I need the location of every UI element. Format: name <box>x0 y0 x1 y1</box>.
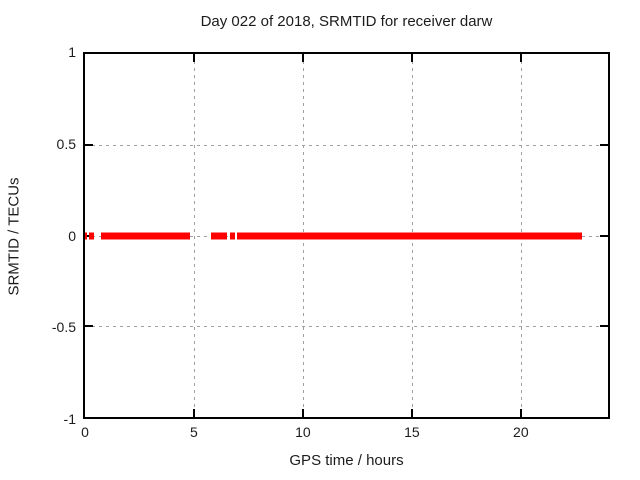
y-tick-label: 0.5 <box>56 135 76 152</box>
data-segment <box>210 232 227 239</box>
x-tick-mark-bottom <box>410 409 413 417</box>
data-segment <box>100 232 191 239</box>
x-tick-mark-bottom <box>301 409 304 417</box>
y-tick-label: 1 <box>68 44 76 60</box>
y-tick-label: -1 <box>63 411 76 427</box>
x-tick-mark-top <box>301 54 304 62</box>
data-segment <box>85 232 88 239</box>
y-tick-mark-right <box>600 325 608 328</box>
y-tick-mark-left <box>85 143 93 146</box>
plot-area <box>83 52 610 419</box>
y-tick-labels: 1 0.5 0 -0.5 -1 <box>0 44 76 427</box>
x-tick-label: 10 <box>295 424 311 440</box>
y-tick-label: -0.5 <box>51 319 76 336</box>
x-tick-labels: 0 5 10 15 20 <box>81 424 608 442</box>
x-tick-label: 20 <box>513 424 529 440</box>
x-tick-mark-top <box>410 54 413 62</box>
data-segment <box>229 232 235 239</box>
x-tick-mark-bottom <box>519 409 522 417</box>
x-tick-mark-top <box>192 54 195 62</box>
y-tick-mark-right <box>600 234 608 237</box>
data-segment <box>236 232 582 239</box>
y-tick-mark-left <box>85 325 93 328</box>
x-tick-mark-bottom <box>192 409 195 417</box>
gridline-horizontal <box>85 144 608 146</box>
y-tick-mark-right <box>600 143 608 146</box>
x-tick-mark-top <box>519 54 522 62</box>
chart-title: Day 022 of 2018, SRMTID for receiver dar… <box>200 13 493 30</box>
x-tick-label: 5 <box>190 424 198 440</box>
gridline-horizontal <box>85 326 608 328</box>
y-tick-label: 0 <box>68 227 76 244</box>
x-tick-label: 0 <box>81 424 89 440</box>
x-tick-label: 15 <box>404 424 420 440</box>
data-segment <box>88 232 95 239</box>
x-axis-title: GPS time / hours <box>289 452 404 469</box>
